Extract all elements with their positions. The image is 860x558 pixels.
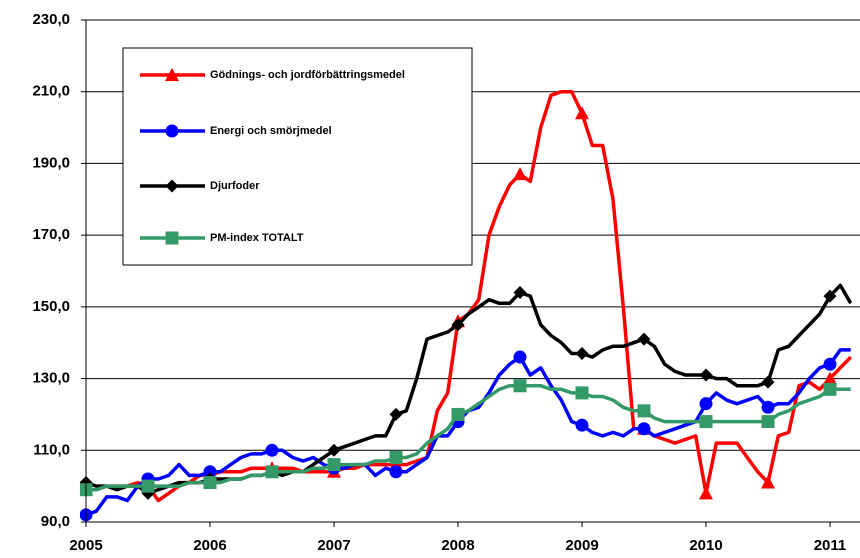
marker xyxy=(327,458,341,472)
marker xyxy=(761,475,775,489)
x-tick-label: 2010 xyxy=(689,537,722,554)
marker xyxy=(513,379,527,393)
marker xyxy=(165,68,179,81)
marker xyxy=(327,443,341,457)
x-tick-label: 2008 xyxy=(441,537,474,554)
marker xyxy=(637,404,651,418)
marker xyxy=(637,332,651,346)
marker xyxy=(575,346,589,360)
series-line xyxy=(85,283,853,496)
x-tick-label: 2007 xyxy=(317,537,350,554)
x-tick-label: 2011 xyxy=(814,537,847,554)
marker xyxy=(389,465,403,479)
legend-label: Energi och smörjmedel xyxy=(210,125,332,137)
marker xyxy=(451,318,465,332)
marker xyxy=(165,179,179,193)
y-tick-label: 210,0 xyxy=(32,83,70,100)
marker xyxy=(165,124,179,138)
x-tick-label: 2006 xyxy=(193,537,226,554)
marker xyxy=(513,167,527,181)
marker xyxy=(575,418,589,432)
x-tick-label: 2005 xyxy=(69,537,102,554)
marker xyxy=(165,231,179,245)
marker xyxy=(699,486,713,500)
legend-label: Gödnings- och jordförbättringsmedel xyxy=(210,69,405,81)
y-tick-label: 190,0 xyxy=(32,154,70,171)
y-tick-label: 130,0 xyxy=(32,370,70,387)
marker xyxy=(265,443,279,457)
marker xyxy=(389,407,403,421)
marker xyxy=(513,350,527,364)
marker xyxy=(513,286,527,300)
legend xyxy=(122,47,473,266)
marker xyxy=(823,357,837,371)
marker xyxy=(823,289,837,303)
x-tick-label: 2009 xyxy=(565,537,598,554)
y-tick-label: 170,0 xyxy=(32,226,70,243)
marker xyxy=(823,382,837,396)
marker xyxy=(699,368,713,382)
y-tick-label: 230,0 xyxy=(32,11,70,28)
marker xyxy=(699,397,713,411)
marker xyxy=(823,371,837,385)
legend-label: PM-index TOTALT xyxy=(210,232,304,244)
y-tick-label: 150,0 xyxy=(32,298,70,315)
marker xyxy=(203,465,217,479)
legend-label: Djurfoder xyxy=(210,180,260,192)
plot-area xyxy=(80,89,853,522)
marker xyxy=(761,400,775,414)
y-tick-label: 110,0 xyxy=(33,441,70,458)
marker xyxy=(699,415,713,429)
marker xyxy=(575,106,589,120)
marker xyxy=(451,407,465,421)
marker xyxy=(265,465,279,479)
legend-entries: Gödnings- och jordförbättringsmedel Energ… xyxy=(140,68,405,245)
y-tick-label: 90,0 xyxy=(41,513,70,530)
series-line xyxy=(85,348,851,517)
marker xyxy=(761,415,775,429)
marker xyxy=(761,375,775,389)
marker xyxy=(637,422,651,436)
marker xyxy=(141,479,155,493)
marker xyxy=(203,476,217,490)
marker xyxy=(575,386,589,400)
marker xyxy=(389,450,403,464)
